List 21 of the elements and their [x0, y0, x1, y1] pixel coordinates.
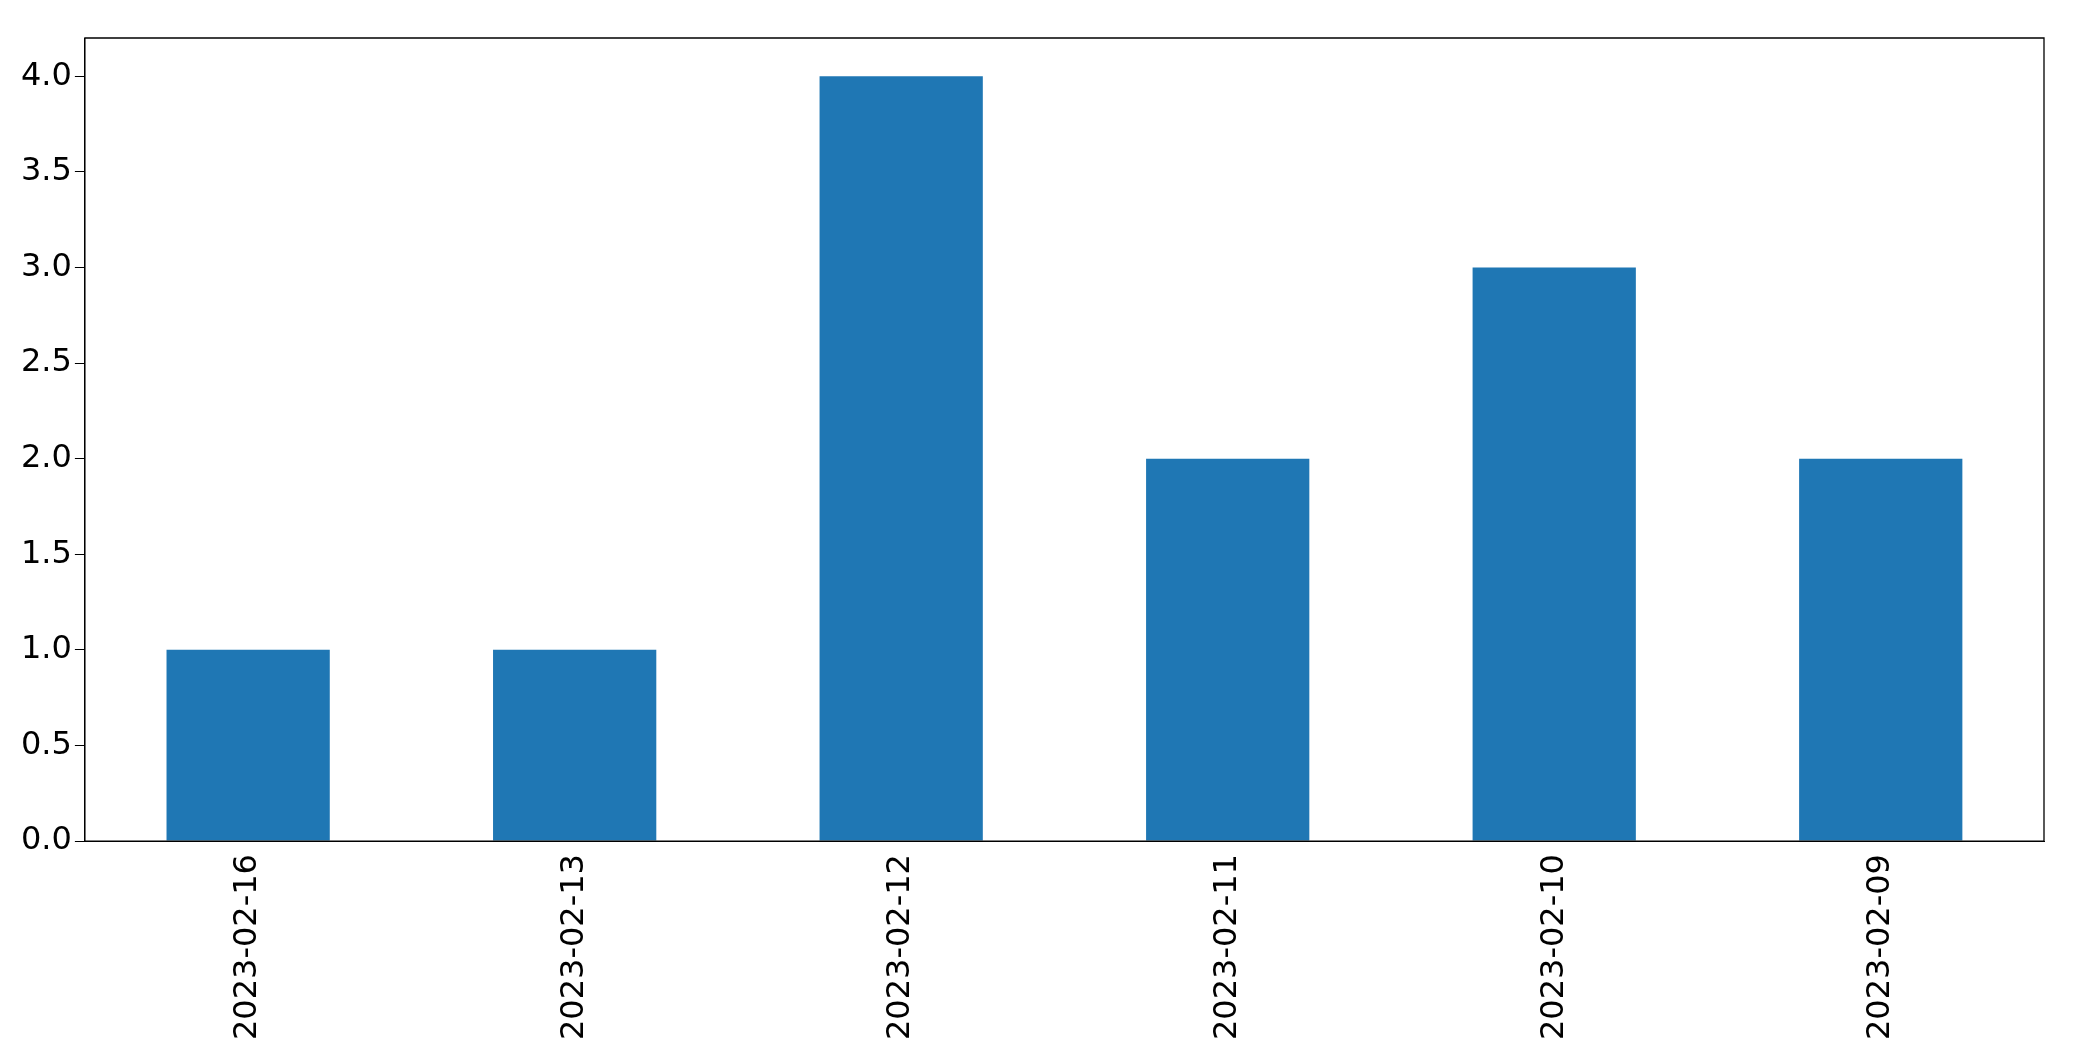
bar: [1799, 458, 1963, 841]
y-tick-label: 0.0: [21, 819, 72, 858]
x-tick-label: 2023-02-11: [1206, 854, 1245, 1040]
x-tick-label: 2023-02-12: [879, 854, 918, 1040]
y-tick-label: 1.5: [21, 532, 72, 571]
bar: [166, 649, 330, 841]
y-tick-label: 2.5: [21, 341, 72, 380]
x-tick-label: 2023-02-10: [1532, 854, 1571, 1040]
y-tick-label: 4.0: [21, 54, 72, 93]
y-tick-label: 1.0: [21, 628, 72, 667]
bar: [1146, 458, 1310, 841]
y-tick-label: 2.0: [21, 436, 72, 475]
bar: [819, 76, 983, 841]
bar: [493, 649, 657, 841]
y-tick-label: 0.5: [21, 723, 72, 762]
x-tick-label: 2023-02-09: [1859, 854, 1898, 1040]
bar: [1472, 267, 1636, 841]
x-tick-label: 2023-02-13: [552, 854, 591, 1040]
x-tick-label: 2023-02-16: [226, 854, 265, 1040]
y-tick-label: 3.0: [21, 245, 72, 284]
y-tick-label: 3.5: [21, 150, 72, 189]
